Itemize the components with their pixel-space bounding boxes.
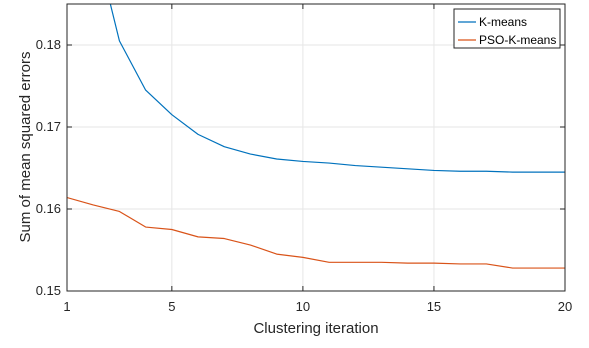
legend-label-pso-k-means: PSO-K-means — [479, 33, 556, 47]
plot-frame — [66, 3, 566, 292]
y-tick-label: 0.18 — [36, 37, 61, 52]
x-tick-label: 20 — [558, 299, 572, 314]
y-axis-tick-labels: 0.15 0.16 0.17 0.18 — [36, 37, 61, 298]
series-line-pso-k-means — [67, 196, 565, 269]
legend-label-k-means: K-means — [479, 15, 527, 29]
axis-ticks — [66, 4, 566, 292]
x-tick-label: 10 — [296, 299, 310, 314]
x-tick-label: 1 — [63, 299, 70, 314]
y-tick-label: 0.16 — [36, 201, 61, 216]
y-tick-label: 0.17 — [36, 119, 61, 134]
legend: K-means PSO-K-means — [453, 8, 561, 49]
series-line-k-means — [109, 4, 565, 173]
x-axis-label: Clustering iteration — [253, 320, 378, 337]
series-layer — [67, 4, 565, 269]
x-tick-label: 5 — [168, 299, 175, 314]
x-tick-label: 15 — [427, 299, 441, 314]
plot-area — [67, 4, 565, 291]
y-axis-label: Sum of mean squared errors — [17, 52, 34, 243]
y-tick-label: 0.15 — [36, 283, 61, 298]
x-axis-tick-labels: 1 5 10 15 20 — [63, 299, 572, 314]
legend-box — [453, 8, 561, 49]
